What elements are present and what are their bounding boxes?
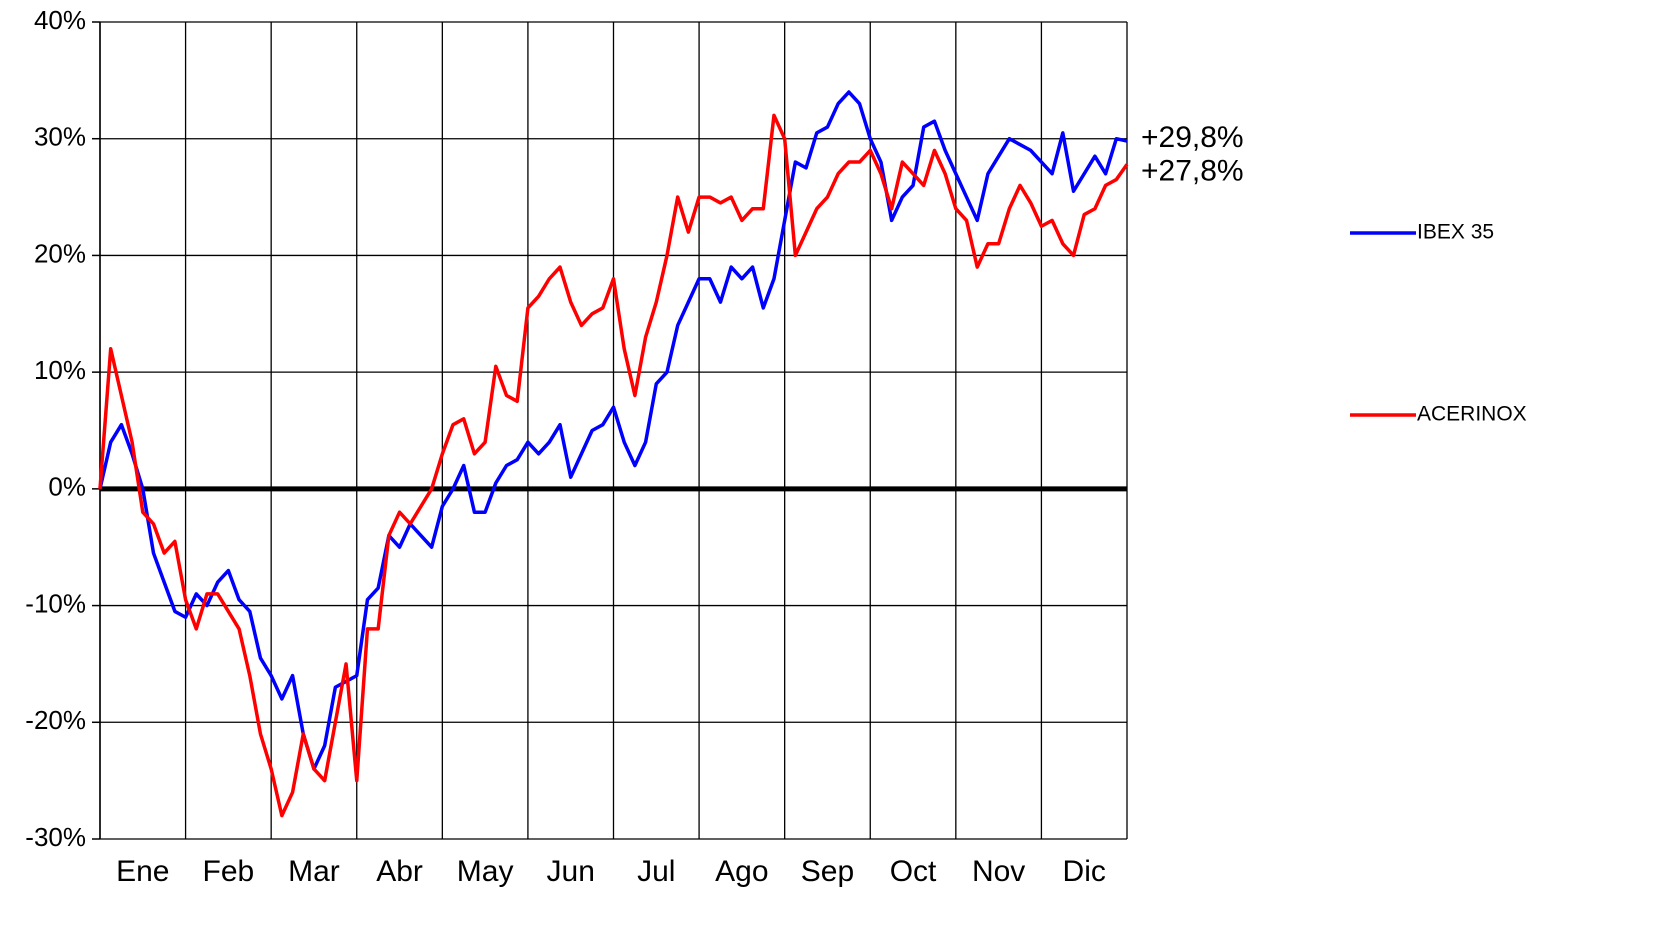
x-tick-label: Nov (972, 855, 1025, 888)
x-tick-label: Abr (376, 855, 423, 888)
x-tick-label: May (457, 855, 514, 888)
y-tick-label: 0% (48, 472, 86, 502)
x-tick-label: Feb (203, 855, 255, 888)
x-tick-label: Jun (547, 855, 595, 888)
legend-label: ACERINOX (1417, 403, 1527, 426)
series-line (98, 90, 1128, 771)
y-tick-label: 20% (34, 238, 86, 268)
x-tick-label: Dic (1063, 855, 1106, 888)
series-line (98, 113, 1129, 818)
legend-label: IBEX 35 (1417, 221, 1494, 244)
y-tick-label: 40% (34, 5, 86, 35)
x-tick-label: Jul (637, 855, 675, 888)
x-tick-label: Oct (890, 855, 937, 888)
x-tick-label: Mar (288, 855, 340, 888)
y-tick-label: 10% (34, 355, 86, 385)
y-tick-label: -20% (25, 705, 86, 735)
x-tick-label: Ago (715, 855, 768, 888)
x-tick-label: Ene (116, 855, 169, 888)
y-tick-label: -10% (25, 588, 86, 618)
y-tick-label: -30% (25, 822, 86, 852)
end-label: +27,8% (1141, 154, 1244, 187)
x-tick-label: Sep (801, 855, 854, 888)
y-tick-label: 30% (34, 122, 86, 152)
end-label: +29,8% (1141, 121, 1244, 154)
